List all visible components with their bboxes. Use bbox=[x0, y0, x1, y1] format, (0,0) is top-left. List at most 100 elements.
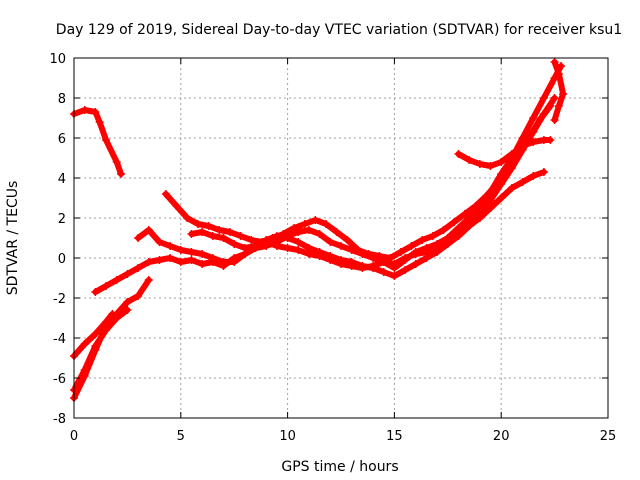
data-point bbox=[315, 230, 324, 238]
y-tick-label: 8 bbox=[58, 92, 66, 107]
data-point bbox=[91, 342, 100, 350]
data-point bbox=[482, 192, 491, 200]
data-point bbox=[497, 158, 506, 166]
series-trace-7 bbox=[161, 102, 555, 262]
data-point bbox=[407, 242, 416, 250]
data-point bbox=[539, 110, 548, 118]
data-point bbox=[454, 232, 463, 240]
data-point bbox=[390, 264, 399, 272]
data-point bbox=[166, 242, 175, 250]
series-line bbox=[71, 307, 131, 393]
data-point bbox=[554, 70, 563, 78]
chart-title: Day 129 of 2019, Sidereal Day-to-day VTE… bbox=[56, 22, 622, 38]
data-point bbox=[230, 240, 239, 248]
data-point bbox=[390, 272, 399, 280]
data-point bbox=[433, 240, 442, 248]
data-point bbox=[161, 190, 170, 198]
series-trace-8 bbox=[187, 94, 559, 280]
data-point bbox=[198, 228, 207, 236]
data-point bbox=[294, 246, 303, 254]
data-point bbox=[247, 236, 256, 244]
data-point bbox=[204, 222, 213, 230]
data-point bbox=[497, 194, 506, 202]
data-point bbox=[262, 236, 271, 244]
data-point bbox=[134, 264, 143, 272]
data-point bbox=[443, 240, 452, 248]
data-point bbox=[219, 258, 228, 266]
plot-frame bbox=[73, 57, 609, 419]
data-point bbox=[102, 282, 111, 290]
data-point bbox=[518, 142, 527, 150]
data-point bbox=[144, 258, 153, 266]
y-axis-title: SDTVAR / TECUs bbox=[5, 181, 21, 296]
axis-ticks: 0 5 10 15 20 25 -8 -6 -4 -2 0 2 4 6 8 10 bbox=[49, 52, 616, 444]
x-tick-label: 0 bbox=[70, 429, 78, 444]
series-line bbox=[455, 137, 554, 169]
data-point bbox=[95, 118, 104, 126]
data-point bbox=[347, 258, 356, 266]
x-axis-title: GPS time / hours bbox=[281, 459, 398, 475]
x-tick-label: 20 bbox=[493, 429, 510, 444]
data-point bbox=[219, 234, 228, 242]
data-point bbox=[343, 236, 352, 244]
data-point bbox=[236, 232, 245, 240]
data-point bbox=[358, 262, 367, 270]
data-point bbox=[80, 366, 89, 374]
series-trace-1 bbox=[70, 106, 125, 178]
data-point bbox=[283, 244, 292, 252]
data-point bbox=[272, 232, 281, 240]
data-point bbox=[294, 238, 303, 246]
y-tick-label: -8 bbox=[53, 412, 66, 427]
data-point bbox=[155, 256, 164, 264]
data-point bbox=[240, 244, 249, 252]
data-point bbox=[465, 222, 474, 230]
data-point bbox=[108, 310, 117, 318]
data-point bbox=[337, 242, 345, 250]
data-point bbox=[550, 116, 559, 124]
data-point bbox=[529, 114, 538, 122]
data-point bbox=[176, 246, 185, 254]
data-point bbox=[433, 248, 442, 256]
data-point bbox=[208, 232, 217, 240]
data-point bbox=[337, 256, 345, 264]
data-point bbox=[539, 168, 548, 176]
data-point bbox=[91, 330, 100, 338]
data-point bbox=[187, 256, 196, 264]
data-point bbox=[208, 254, 217, 262]
data-point bbox=[311, 216, 320, 224]
data-point bbox=[187, 230, 196, 238]
y-tick-label: -4 bbox=[53, 332, 66, 347]
data-point bbox=[198, 250, 207, 258]
data-point bbox=[80, 340, 89, 348]
data-point bbox=[529, 138, 538, 146]
data-point bbox=[507, 164, 516, 172]
data-point bbox=[134, 234, 143, 242]
data-point bbox=[144, 276, 153, 284]
data-point bbox=[471, 202, 480, 210]
data-point bbox=[550, 58, 559, 66]
data-point bbox=[322, 220, 331, 228]
data-point bbox=[454, 150, 463, 158]
data-point bbox=[375, 252, 384, 260]
data-point bbox=[91, 288, 100, 296]
data-point bbox=[428, 232, 437, 240]
data-point bbox=[465, 214, 474, 222]
data-point bbox=[507, 150, 516, 158]
data-point bbox=[123, 306, 132, 314]
data-point bbox=[529, 128, 538, 136]
data-point bbox=[102, 326, 111, 334]
data-point bbox=[225, 228, 234, 236]
y-tick-label: -6 bbox=[53, 372, 66, 387]
data-point bbox=[198, 260, 207, 268]
y-tick-label: -2 bbox=[53, 292, 66, 307]
data-point bbox=[518, 178, 527, 186]
data-point bbox=[112, 314, 121, 322]
data-point bbox=[401, 256, 410, 264]
data-point bbox=[546, 136, 555, 144]
data-point bbox=[91, 108, 100, 116]
series-group bbox=[70, 58, 568, 402]
data-point bbox=[529, 172, 538, 180]
data-point bbox=[326, 238, 335, 246]
data-point bbox=[315, 248, 324, 256]
